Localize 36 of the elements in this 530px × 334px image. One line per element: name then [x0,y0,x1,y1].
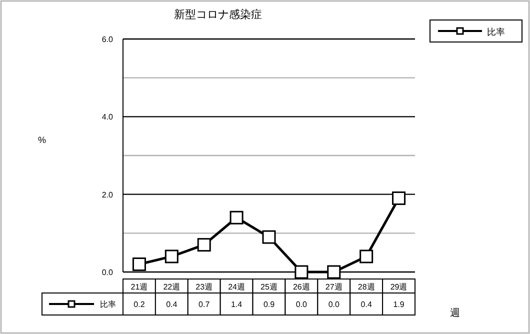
point [197,238,211,252]
data-label: 0.9 [263,300,276,309]
data-label: 1.9 [393,300,405,309]
x-tick-label: 22週 [163,282,180,292]
text: 比率 [100,300,116,309]
point [262,230,276,244]
data-label: 0.0 [328,300,340,309]
point [327,265,341,279]
data-label: 0.0 [296,300,308,309]
x-tick-label: 27週 [325,282,342,292]
point [164,250,178,264]
point [294,265,308,279]
x-axis-title: 週 [450,308,460,319]
point [392,191,406,205]
data-label: 0.4 [166,300,178,309]
x-tick-label: 25週 [260,282,278,292]
x-tick-label: 24週 [228,282,246,292]
y-tick-label: 4.0 [102,112,114,122]
point [132,257,146,271]
data-label: 0.2 [134,300,146,309]
x-tick-label: 26週 [292,282,310,292]
point [360,250,374,264]
x-tick-label: 29週 [390,282,408,292]
x-tick-label: 23週 [196,282,213,292]
text: % [38,135,46,145]
point [230,210,244,224]
x-tick-label: 21週 [130,282,148,292]
data-label: 0.7 [198,300,210,309]
y-tick-label: 2.0 [102,190,114,200]
x-tick-label: 28週 [358,282,375,292]
data-label: 0.4 [360,300,372,309]
data-label: 1.4 [230,300,243,309]
y-tick-label: 0.0 [102,268,114,277]
legend-label: 比率 [487,27,505,37]
chart-title: 新型コロナ感染症 [174,8,262,21]
y-tick-label: 6.0 [102,35,114,44]
